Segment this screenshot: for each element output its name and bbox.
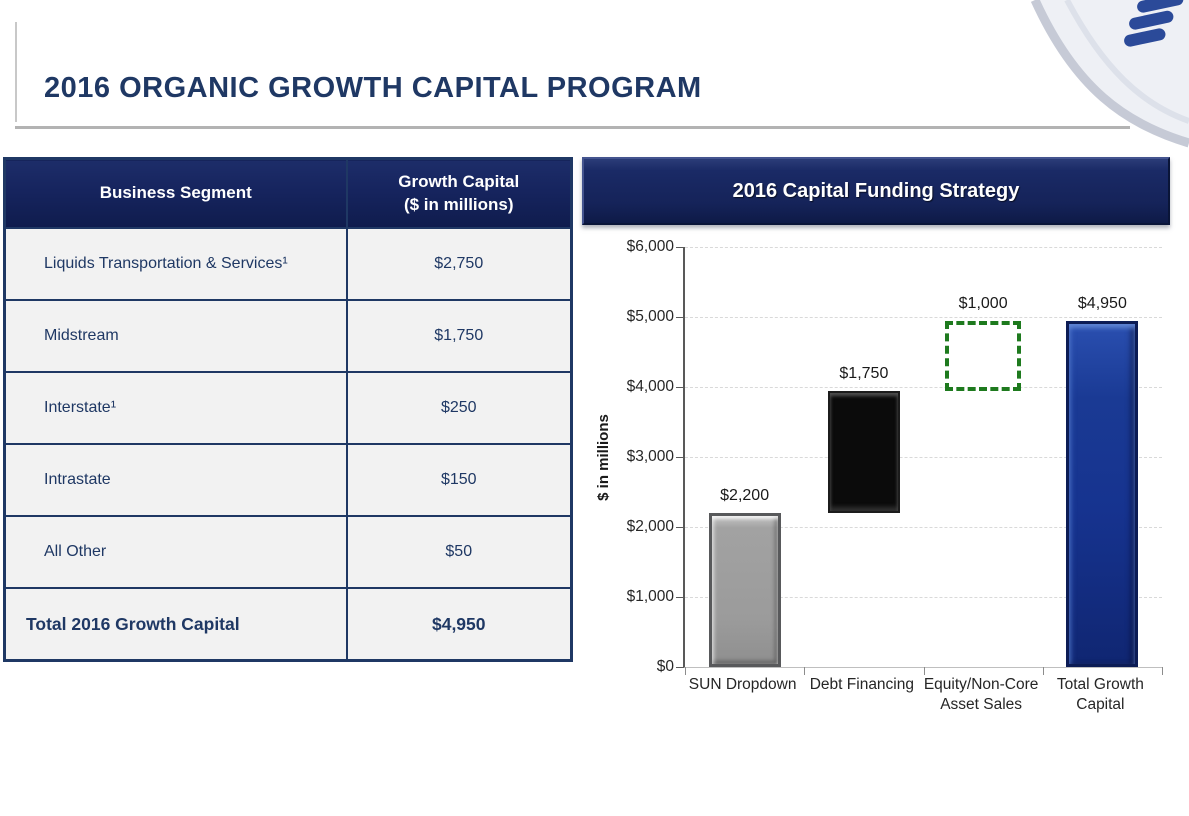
segment-label: Interstate¹ bbox=[3, 371, 348, 445]
table-row: Interstate¹ $250 bbox=[3, 371, 573, 445]
y-axis-ticks: $0 $1,000 $2,000 $3,000 $4,000 $5,000 $6,000 bbox=[582, 238, 674, 675]
bar-data-label: $1,750 bbox=[839, 364, 889, 382]
x-tick-mark bbox=[923, 667, 925, 675]
y-tick-mark bbox=[676, 527, 684, 528]
plot-area: $2,200 $1,750 $1,000 $4,950 bbox=[676, 247, 1163, 675]
gridline bbox=[685, 527, 1162, 528]
table-row: Midstream $1,750 bbox=[3, 299, 573, 373]
y-tick-mark bbox=[676, 247, 684, 248]
segment-label: Intrastate bbox=[3, 443, 348, 517]
segment-label: Liquids Transportation & Services¹ bbox=[3, 227, 348, 301]
y-tick-mark bbox=[676, 667, 684, 668]
swoosh-gray-band bbox=[1030, 0, 1189, 148]
segment-value: $2,750 bbox=[345, 227, 573, 301]
bar-data-label: $4,950 bbox=[1077, 294, 1127, 312]
table-header-row: Business Segment Growth Capital ($ in mi… bbox=[3, 157, 573, 229]
x-category-label: Equity/Non-Core Asset Sales bbox=[923, 676, 1039, 713]
chart-bar-black bbox=[827, 390, 900, 513]
bar-data-label: $1,000 bbox=[958, 294, 1008, 312]
y-tick-label: $6,000 bbox=[626, 238, 674, 255]
segment-label: Midstream bbox=[3, 299, 348, 373]
x-tick-mark bbox=[804, 667, 806, 675]
x-category-label: Total Growth Capital bbox=[1056, 676, 1144, 713]
page-title: 2016 ORGANIC GROWTH CAPITAL PROGRAM bbox=[44, 72, 702, 104]
y-tick-label: $3,000 bbox=[626, 448, 674, 465]
table-row: Intrastate $150 bbox=[3, 443, 573, 517]
y-tick-mark bbox=[676, 387, 684, 388]
bar-data-label: $2,200 bbox=[720, 487, 770, 504]
gridline bbox=[685, 387, 1162, 388]
segment-value: $1,750 bbox=[345, 299, 573, 373]
segment-value: $250 bbox=[345, 371, 573, 445]
chart-title-banner: 2016 Capital Funding Strategy bbox=[582, 157, 1170, 225]
chart-bar-gray bbox=[708, 513, 781, 667]
y-tick-mark bbox=[676, 597, 684, 598]
segment-value: $150 bbox=[345, 443, 573, 517]
chart-bar-dashed bbox=[945, 320, 1022, 391]
segment-label: All Other bbox=[3, 515, 348, 589]
chart-title: 2016 Capital Funding Strategy bbox=[732, 179, 1020, 202]
segment-value: $50 bbox=[345, 515, 573, 589]
segment-value: $4,950 bbox=[345, 587, 573, 662]
table-row: All Other $50 bbox=[3, 515, 573, 589]
x-tick-mark bbox=[685, 667, 686, 675]
gridline bbox=[685, 597, 1162, 598]
y-tick-label: $1,000 bbox=[626, 588, 674, 605]
y-tick-mark bbox=[676, 317, 684, 318]
y-tick-label: $4,000 bbox=[626, 378, 674, 395]
x-tick-mark bbox=[1042, 667, 1044, 675]
table-row: Liquids Transportation & Services¹ $2,750 bbox=[3, 227, 573, 301]
capital-funding-chart: 2016 Capital Funding Strategy $ in milli… bbox=[582, 157, 1170, 757]
chart-bar-blue bbox=[1066, 320, 1139, 667]
gridline bbox=[685, 457, 1162, 458]
x-category-label: SUN Dropdown bbox=[688, 676, 797, 693]
column-header-growth-capital: Growth Capital ($ in millions) bbox=[345, 157, 573, 229]
corner-swoosh-art bbox=[1030, 0, 1189, 148]
swoosh-inner-band bbox=[1064, 0, 1189, 124]
energy-transfer-logo bbox=[1124, 0, 1184, 47]
segment-label: Total 2016 Growth Capital bbox=[3, 587, 348, 662]
column-header-business-segment: Business Segment bbox=[3, 157, 348, 229]
y-tick-label: $2,000 bbox=[626, 518, 674, 535]
gridline bbox=[685, 247, 1162, 248]
left-accent-line bbox=[15, 22, 17, 122]
y-tick-label: $5,000 bbox=[626, 308, 674, 325]
title-underline bbox=[15, 126, 1130, 129]
y-tick-label: $0 bbox=[656, 658, 674, 675]
business-segment-table: Business Segment Growth Capital ($ in mi… bbox=[3, 157, 573, 662]
x-category-label: Debt Financing bbox=[809, 676, 914, 693]
gridline bbox=[685, 317, 1162, 318]
table-row: Total 2016 Growth Capital $4,950 bbox=[3, 587, 573, 662]
table-body: Liquids Transportation & Services¹ $2,750… bbox=[3, 227, 573, 662]
y-tick-mark bbox=[676, 457, 684, 458]
x-tick-mark bbox=[1162, 667, 1163, 675]
x-axis-labels: SUN Dropdown Debt Financing Equity/Non-Cor… bbox=[683, 675, 1160, 735]
